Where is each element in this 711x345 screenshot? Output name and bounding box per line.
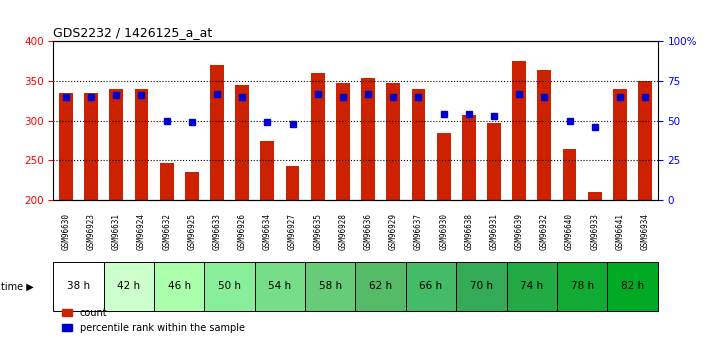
Text: GSM96926: GSM96926 [237,213,247,250]
Bar [538,70,551,200]
Text: GSM96932: GSM96932 [540,213,549,250]
Text: 82 h: 82 h [621,282,644,291]
Text: GSM96925: GSM96925 [187,213,196,250]
Bar [487,123,501,200]
Bar [235,85,249,200]
Bar [154,262,205,310]
Text: GSM96637: GSM96637 [414,213,423,250]
Bar [305,262,356,310]
Bar [456,262,506,310]
Text: GSM96927: GSM96927 [288,213,297,250]
Bar [53,262,104,310]
Text: GSM96640: GSM96640 [565,213,574,250]
Bar [462,115,476,200]
Text: 62 h: 62 h [369,282,392,291]
Text: GSM96634: GSM96634 [263,213,272,250]
Text: time ▶: time ▶ [1,282,34,291]
Bar [356,262,406,310]
Bar [59,93,73,200]
Bar [562,148,577,200]
Text: GSM96633: GSM96633 [213,213,222,250]
Bar [205,262,255,310]
Bar [386,83,400,200]
Legend: count, percentile rank within the sample: count, percentile rank within the sample [58,304,248,337]
Bar [412,89,425,200]
Text: GSM96931: GSM96931 [489,213,498,250]
Text: GSM96924: GSM96924 [137,213,146,250]
Text: 74 h: 74 h [520,282,543,291]
Text: 78 h: 78 h [570,282,594,291]
Bar [437,132,451,200]
Bar [506,262,557,310]
Text: GSM96632: GSM96632 [162,213,171,250]
Text: GSM96635: GSM96635 [314,213,322,250]
Bar [588,192,602,200]
Text: 46 h: 46 h [168,282,191,291]
Text: 42 h: 42 h [117,282,141,291]
Text: GSM96928: GSM96928 [338,213,348,250]
Bar [607,262,658,310]
Text: GSM96933: GSM96933 [590,213,599,250]
Bar [613,89,627,200]
Bar [286,166,299,200]
Bar [84,93,98,200]
Text: GSM96636: GSM96636 [363,213,373,250]
Text: 50 h: 50 h [218,282,241,291]
Text: 54 h: 54 h [268,282,292,291]
Text: GSM96639: GSM96639 [515,213,524,250]
Bar [210,65,224,200]
Text: GSM96934: GSM96934 [641,213,650,250]
Bar [638,81,652,200]
Bar [104,262,154,310]
Bar [336,83,350,200]
Bar [160,163,173,200]
Text: 38 h: 38 h [67,282,90,291]
Bar [260,141,274,200]
Bar [311,73,325,200]
Text: GSM96638: GSM96638 [464,213,474,250]
Text: 66 h: 66 h [419,282,443,291]
Bar [109,89,123,200]
Bar [185,171,199,200]
Text: GSM96923: GSM96923 [87,213,95,250]
Bar [406,262,456,310]
Bar [255,262,305,310]
Text: GSM96930: GSM96930 [439,213,448,250]
Text: 70 h: 70 h [470,282,493,291]
Text: GDS2232 / 1426125_a_at: GDS2232 / 1426125_a_at [53,26,213,39]
Text: GSM96630: GSM96630 [61,213,70,250]
Text: GSM96929: GSM96929 [389,213,397,250]
Bar [134,89,149,200]
Text: GSM96631: GSM96631 [112,213,121,250]
Bar [557,262,607,310]
Bar [361,78,375,200]
Bar [512,61,526,200]
Text: 58 h: 58 h [319,282,342,291]
Text: GSM96641: GSM96641 [616,213,624,250]
